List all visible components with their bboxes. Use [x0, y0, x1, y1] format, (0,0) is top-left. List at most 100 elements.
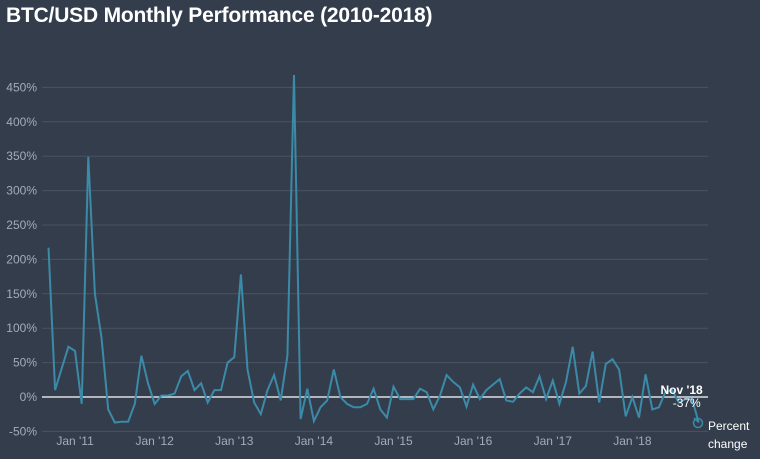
data-point[interactable] [93, 292, 97, 296]
data-point[interactable] [66, 345, 70, 349]
data-point[interactable] [352, 405, 356, 409]
data-point[interactable] [531, 390, 535, 394]
data-point[interactable] [80, 402, 84, 406]
data-point[interactable] [60, 366, 64, 370]
x-axis-ticks: Jan '11 Jan '12 Jan '13 Jan '14 Jan '15 Jan '… [56, 434, 652, 448]
data-point[interactable] [398, 397, 402, 401]
data-point[interactable] [458, 385, 462, 389]
data-point[interactable] [332, 367, 336, 371]
data-point[interactable] [199, 381, 203, 385]
data-point[interactable] [524, 385, 528, 389]
data-point[interactable] [431, 407, 435, 411]
data-point[interactable] [153, 402, 157, 406]
data-point[interactable] [106, 407, 110, 411]
data-point[interactable] [571, 345, 575, 349]
data-point[interactable] [325, 398, 329, 402]
data-point[interactable] [219, 388, 223, 392]
data-point[interactable] [418, 387, 422, 391]
data-point[interactable] [159, 393, 163, 397]
series-line[interactable] [47, 74, 700, 425]
data-point[interactable] [610, 357, 614, 361]
data-point[interactable] [345, 402, 349, 406]
data-point[interactable] [650, 407, 654, 411]
data-point[interactable] [99, 336, 103, 340]
data-point[interactable] [464, 404, 468, 408]
data-point[interactable] [53, 388, 57, 392]
data-point[interactable] [411, 397, 415, 401]
data-point[interactable] [643, 372, 647, 376]
data-point[interactable] [537, 374, 541, 378]
data-point[interactable] [358, 405, 362, 409]
data-point[interactable] [166, 393, 170, 397]
data-point[interactable] [312, 419, 316, 423]
data-point[interactable] [391, 385, 395, 389]
data-point[interactable] [126, 420, 130, 424]
data-point[interactable] [119, 420, 123, 424]
chart-title: BTC/USD Monthly Performance (2010-2018) [6, 4, 433, 27]
data-point[interactable] [285, 354, 289, 358]
data-point[interactable] [298, 417, 302, 421]
data-point[interactable] [232, 355, 236, 359]
y-tick-label: 250% [6, 218, 37, 232]
data-point[interactable] [551, 378, 555, 382]
data-point[interactable] [451, 380, 455, 384]
data-point[interactable] [259, 412, 263, 416]
data-point[interactable] [557, 402, 561, 406]
data-point[interactable] [471, 382, 475, 386]
data-point[interactable] [279, 398, 283, 402]
data-point[interactable] [206, 400, 210, 404]
data-point[interactable] [212, 388, 216, 392]
data-point[interactable] [225, 360, 229, 364]
data-point[interactable] [517, 391, 521, 395]
data-point[interactable] [425, 390, 429, 394]
data-point[interactable] [438, 393, 442, 397]
data-point[interactable] [146, 381, 150, 385]
data-point[interactable] [186, 369, 190, 373]
data-point[interactable] [46, 246, 50, 250]
data-point[interactable] [179, 374, 183, 378]
data-point[interactable] [272, 373, 276, 377]
data-point[interactable] [378, 407, 382, 411]
data-point[interactable] [564, 380, 568, 384]
data-point[interactable] [371, 387, 375, 391]
data-point[interactable] [484, 388, 488, 392]
x-tick-label: Jan '14 [295, 434, 334, 448]
data-point[interactable] [292, 73, 296, 77]
data-point[interactable] [478, 397, 482, 401]
data-point[interactable] [544, 397, 548, 401]
data-point[interactable] [637, 415, 641, 419]
data-point[interactable] [444, 373, 448, 377]
data-point[interactable] [113, 420, 117, 424]
data-point[interactable] [365, 402, 369, 406]
data-point[interactable] [86, 155, 90, 159]
data-point[interactable] [491, 382, 495, 386]
data-point[interactable] [657, 405, 661, 409]
data-point[interactable] [245, 367, 249, 371]
data-point[interactable] [385, 415, 389, 419]
data-point[interactable] [498, 377, 502, 381]
data-point[interactable] [577, 391, 581, 395]
data-point[interactable] [624, 414, 628, 418]
data-point[interactable] [73, 349, 77, 353]
data-point[interactable] [604, 362, 608, 366]
data-point[interactable] [597, 400, 601, 404]
data-point[interactable] [318, 405, 322, 409]
data-point[interactable] [192, 388, 196, 392]
data-point[interactable] [139, 354, 143, 358]
data-point[interactable] [504, 398, 508, 402]
legend[interactable]: Percent change [692, 417, 751, 451]
data-point[interactable] [265, 388, 269, 392]
data-point[interactable] [590, 349, 594, 353]
data-point[interactable] [239, 272, 243, 276]
data-point[interactable] [133, 402, 137, 406]
data-point[interactable] [511, 400, 515, 404]
data-point[interactable] [338, 395, 342, 399]
legend-marker-icon [692, 417, 704, 429]
data-point[interactable] [617, 367, 621, 371]
data-point[interactable] [405, 397, 409, 401]
data-point[interactable] [584, 384, 588, 388]
data-point[interactable] [305, 387, 309, 391]
data-point[interactable] [630, 395, 634, 399]
data-point[interactable] [252, 400, 256, 404]
data-point[interactable] [172, 391, 176, 395]
